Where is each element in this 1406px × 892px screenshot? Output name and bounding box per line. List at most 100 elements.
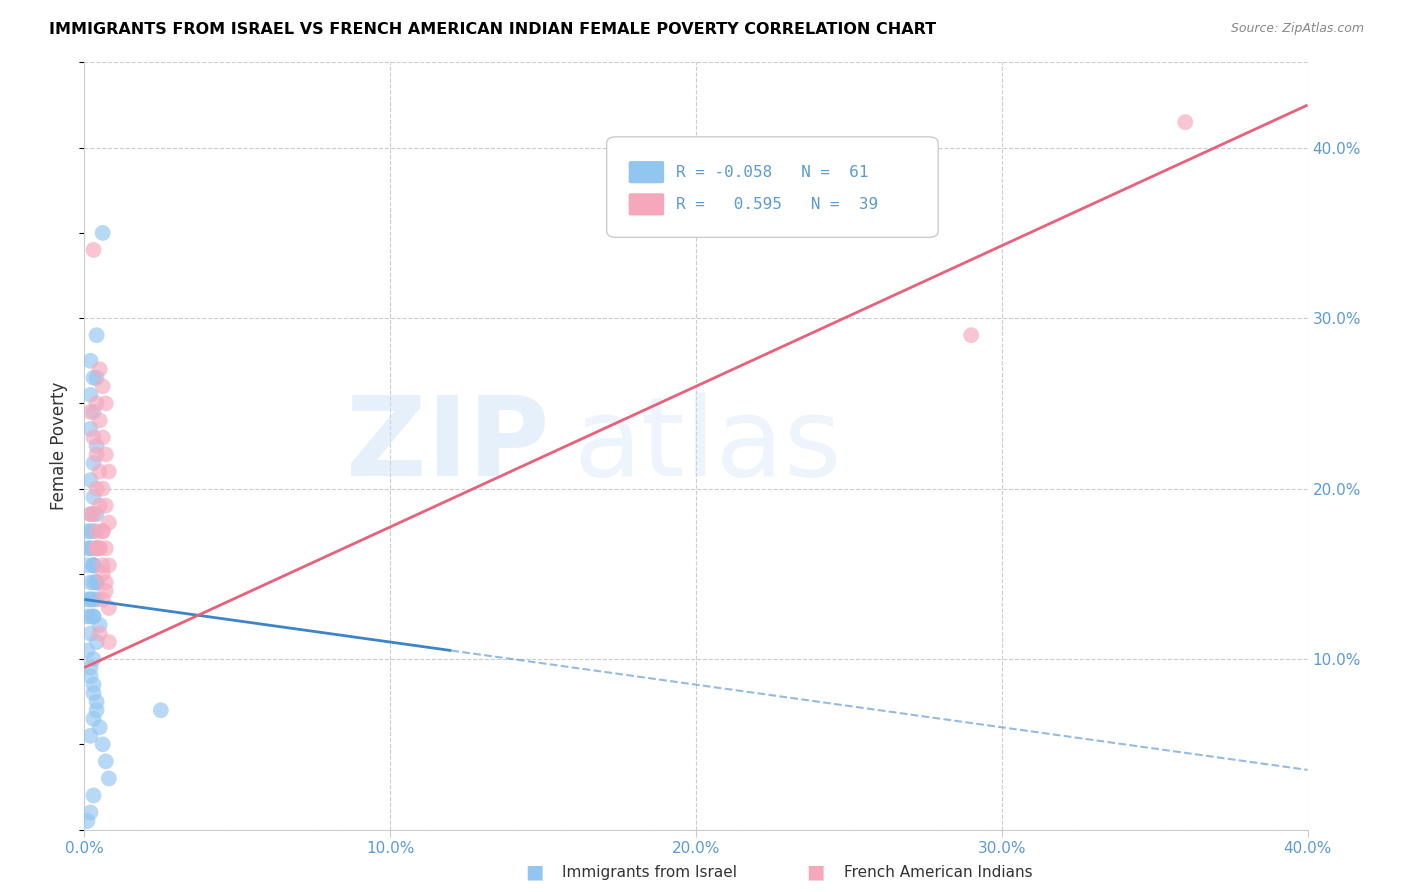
Point bbox=[83, 678, 105, 692]
Point bbox=[86, 541, 108, 556]
Point bbox=[94, 541, 117, 556]
Point bbox=[89, 413, 111, 427]
Point bbox=[97, 601, 120, 615]
Point bbox=[86, 695, 108, 709]
Point bbox=[86, 575, 108, 590]
Point bbox=[76, 524, 98, 539]
Point bbox=[79, 669, 101, 683]
Point bbox=[86, 371, 108, 385]
Point bbox=[94, 583, 117, 598]
Point bbox=[83, 558, 105, 573]
Point bbox=[79, 473, 101, 487]
Text: IMMIGRANTS FROM ISRAEL VS FRENCH AMERICAN INDIAN FEMALE POVERTY CORRELATION CHAR: IMMIGRANTS FROM ISRAEL VS FRENCH AMERICA… bbox=[49, 22, 936, 37]
Point bbox=[86, 575, 108, 590]
Text: R = -0.058   N =  61: R = -0.058 N = 61 bbox=[676, 165, 869, 179]
Point bbox=[83, 371, 105, 385]
Point bbox=[89, 618, 111, 632]
Point bbox=[79, 524, 101, 539]
Point bbox=[79, 729, 101, 743]
Point bbox=[94, 575, 117, 590]
FancyBboxPatch shape bbox=[628, 194, 664, 216]
Point bbox=[1174, 115, 1197, 129]
Point bbox=[86, 635, 108, 649]
Point bbox=[89, 362, 111, 376]
Text: ■: ■ bbox=[524, 863, 544, 882]
Point bbox=[91, 558, 114, 573]
Point bbox=[83, 592, 105, 607]
Point bbox=[97, 465, 120, 479]
Point bbox=[91, 379, 114, 393]
Point bbox=[76, 643, 98, 657]
Point bbox=[89, 720, 111, 734]
Point bbox=[86, 396, 108, 410]
Point bbox=[79, 388, 101, 402]
Point bbox=[79, 541, 101, 556]
Point bbox=[91, 524, 114, 539]
Point bbox=[91, 482, 114, 496]
Text: French American Indians: French American Indians bbox=[844, 865, 1032, 880]
Point bbox=[91, 226, 114, 240]
Point bbox=[960, 328, 983, 343]
Y-axis label: Female Poverty: Female Poverty bbox=[51, 382, 69, 510]
Point bbox=[76, 592, 98, 607]
Point bbox=[79, 626, 101, 640]
Point bbox=[86, 541, 108, 556]
Point bbox=[79, 592, 101, 607]
Point bbox=[83, 575, 105, 590]
Point bbox=[83, 558, 105, 573]
Point bbox=[91, 566, 114, 581]
Text: Source: ZipAtlas.com: Source: ZipAtlas.com bbox=[1230, 22, 1364, 36]
Point bbox=[76, 541, 98, 556]
Point bbox=[79, 592, 101, 607]
Point bbox=[94, 499, 117, 513]
Text: ZIP: ZIP bbox=[346, 392, 550, 500]
FancyBboxPatch shape bbox=[628, 161, 664, 183]
Point bbox=[79, 541, 101, 556]
Point bbox=[89, 499, 111, 513]
Point bbox=[89, 541, 111, 556]
Point bbox=[83, 652, 105, 666]
Point bbox=[86, 575, 108, 590]
Point bbox=[83, 609, 105, 624]
Point bbox=[86, 328, 108, 343]
FancyBboxPatch shape bbox=[606, 136, 938, 237]
Point bbox=[83, 558, 105, 573]
Point bbox=[76, 814, 98, 828]
Point bbox=[83, 405, 105, 419]
Point bbox=[89, 541, 111, 556]
Point bbox=[97, 516, 120, 530]
Point bbox=[91, 430, 114, 444]
Point bbox=[83, 490, 105, 504]
Point bbox=[79, 507, 101, 521]
Point bbox=[94, 755, 117, 769]
Point bbox=[83, 456, 105, 470]
Point bbox=[86, 448, 108, 462]
Point bbox=[86, 524, 108, 539]
Point bbox=[83, 558, 105, 573]
Text: R =   0.595   N =  39: R = 0.595 N = 39 bbox=[676, 197, 879, 212]
Point bbox=[86, 507, 108, 521]
Text: atlas: atlas bbox=[574, 392, 842, 500]
Point bbox=[79, 405, 101, 419]
Point bbox=[83, 524, 105, 539]
Point bbox=[83, 430, 105, 444]
Point bbox=[79, 609, 101, 624]
Point bbox=[86, 439, 108, 453]
Point bbox=[91, 592, 114, 607]
Point bbox=[79, 805, 101, 820]
Point bbox=[94, 448, 117, 462]
Point bbox=[76, 558, 98, 573]
Point bbox=[76, 609, 98, 624]
Text: Immigrants from Israel: Immigrants from Israel bbox=[562, 865, 737, 880]
Point bbox=[86, 592, 108, 607]
Point bbox=[91, 737, 114, 751]
Point bbox=[149, 703, 172, 717]
Text: ■: ■ bbox=[806, 863, 825, 882]
Point bbox=[83, 609, 105, 624]
Point bbox=[83, 243, 105, 257]
Point bbox=[79, 660, 101, 674]
Point bbox=[83, 789, 105, 803]
Point bbox=[83, 686, 105, 700]
Point bbox=[79, 575, 101, 590]
Point bbox=[83, 507, 105, 521]
